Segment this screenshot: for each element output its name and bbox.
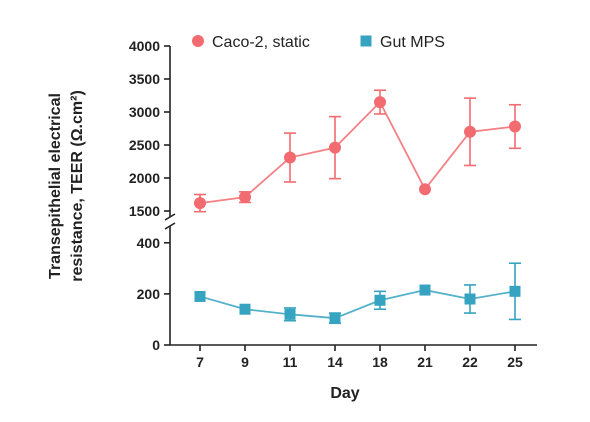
- y-axis-label: Transepithelial electrical resistance, T…: [47, 90, 86, 282]
- series-layer: [194, 89, 521, 325]
- data-point: [464, 293, 476, 305]
- legend-label: Gut MPS: [380, 34, 445, 51]
- x-tick-label: 9: [241, 354, 249, 370]
- data-point: [239, 303, 251, 315]
- legend-label: Caco-2, static: [212, 34, 310, 51]
- legend-marker: [360, 35, 372, 47]
- x-tick-label: 22: [462, 354, 478, 370]
- y-tick-label: 3000: [129, 104, 160, 120]
- data-point: [509, 285, 521, 297]
- data-point: [194, 197, 206, 210]
- axis-break-mark: [164, 222, 176, 230]
- data-point: [374, 96, 386, 109]
- y-tick-label: 0: [152, 337, 160, 353]
- y-axis-label-line2: resistance, TEER (Ω.cm²): [69, 90, 86, 282]
- data-point: [374, 294, 386, 306]
- y-tick-label: 400: [137, 235, 161, 251]
- legend-item: Gut MPS: [360, 34, 445, 51]
- x-tick-label: 21: [417, 354, 433, 370]
- data-point: [329, 312, 341, 324]
- y-tick-label: 1500: [129, 203, 160, 219]
- x-tick-label: 14: [327, 354, 343, 370]
- y-tick-label: 200: [137, 286, 161, 302]
- axes: 1500 2000 2500 3000 3500 4000 0 200 400 7 9 11 14 18 2…: [129, 38, 537, 370]
- x-tick-label: 18: [372, 354, 388, 370]
- data-point: [464, 125, 476, 138]
- x-tick-label: 25: [507, 354, 523, 370]
- data-point: [239, 191, 251, 204]
- y-tick-label: 3500: [129, 71, 160, 87]
- series-line: [199, 289, 516, 320]
- data-point: [284, 151, 296, 164]
- data-point: [329, 141, 341, 154]
- y-tick-label: 4000: [129, 38, 160, 54]
- data-point: [419, 183, 431, 196]
- y-tick-label: 2500: [129, 137, 160, 153]
- legend-marker: [192, 35, 204, 47]
- y-axis-label-line1: Transepithelial electrical: [47, 93, 64, 279]
- y-tick-label: 2000: [129, 170, 160, 186]
- legend-item: Caco-2, static: [192, 34, 310, 51]
- series-gut-mps: [194, 262, 521, 325]
- x-tick-label: 11: [283, 354, 298, 370]
- x-axis-label: Day: [330, 385, 359, 402]
- legend: Caco-2, static Gut MPS: [192, 34, 445, 51]
- series-caco-2-static: [194, 89, 521, 213]
- data-point: [284, 308, 296, 320]
- x-tick-label: 7: [196, 354, 204, 370]
- series-line: [199, 100, 516, 204]
- data-point: [194, 290, 206, 302]
- axis-break-mark: [164, 213, 176, 221]
- data-point: [419, 284, 431, 296]
- data-point: [509, 120, 521, 133]
